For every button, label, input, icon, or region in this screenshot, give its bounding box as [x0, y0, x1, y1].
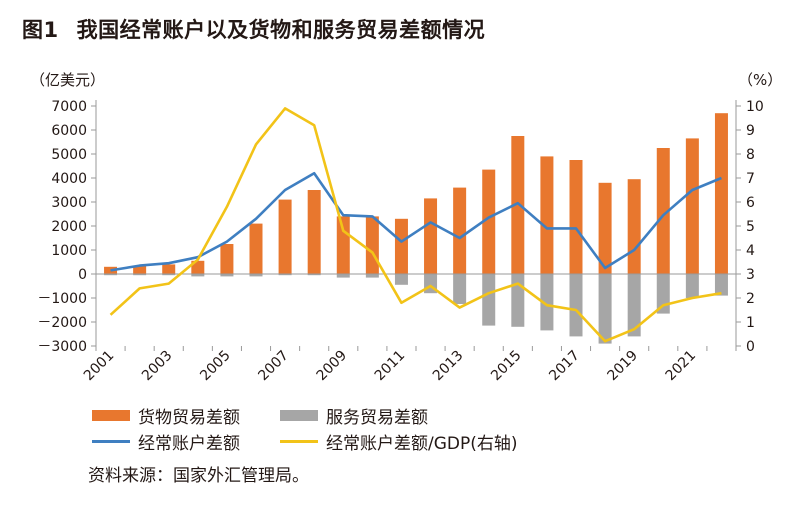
x-tick-label: 2017: [546, 348, 583, 385]
left-axis-unit: （亿美元）: [30, 71, 105, 89]
axes: 7000 6000 5000 4000 3000 2000 1000 0 －1000 －2000 －…: [37, 99, 763, 384]
figure-number: 图1: [22, 18, 59, 42]
services-bar: [569, 274, 583, 337]
goods-bars: [104, 113, 728, 274]
goods-bar: [278, 199, 292, 274]
services-bar: [191, 274, 205, 277]
x-tick-label: 2019: [604, 348, 641, 385]
services-bar: [540, 274, 554, 331]
legend-swatch-services: [280, 410, 318, 421]
goods-bar: [394, 218, 408, 274]
legend-label-current-account: 经常账户差额: [138, 434, 240, 454]
right-tick-label: 2: [746, 291, 755, 307]
right-tick-label: 8: [746, 147, 755, 163]
left-tick-label: 1000: [51, 243, 87, 259]
x-tick-label: 2013: [430, 348, 467, 385]
x-tick-label: 2009: [314, 348, 351, 385]
legend-label-goods: 货物贸易差额: [138, 408, 240, 428]
goods-bar: [220, 244, 234, 274]
services-bar: [104, 274, 118, 276]
left-tick-label: －3000: [37, 339, 87, 355]
goods-bar: [598, 182, 612, 274]
goods-bar: [191, 260, 205, 274]
goods-bar: [569, 160, 583, 274]
x-tick-label: 2003: [139, 348, 176, 385]
goods-bar: [511, 136, 525, 274]
x-tick-label: 2005: [197, 348, 234, 385]
left-tick-label: －1000: [37, 291, 87, 307]
goods-bar: [685, 138, 699, 274]
left-tick-label: 6000: [51, 123, 87, 139]
services-bar: [598, 274, 612, 344]
left-tick-label: 2000: [51, 219, 87, 235]
legend-goods: 货物贸易差额: [92, 403, 240, 428]
figure-title: 图1 我国经常账户以及货物和服务贸易差额情况: [22, 14, 485, 44]
goods-bar: [453, 187, 467, 274]
figure-title-text: 我国经常账户以及货物和服务贸易差额情况: [76, 18, 486, 42]
services-bar: [336, 274, 350, 278]
services-bar: [627, 274, 641, 337]
right-tick-label: 10: [746, 99, 764, 115]
legend-current-account: 经常账户差额: [92, 429, 240, 454]
series-lines: [109, 107, 722, 343]
goods-bar: [627, 179, 641, 274]
right-tick-label: 1: [746, 315, 755, 331]
services-bar: [394, 274, 408, 285]
right-tick-label: 7: [746, 171, 755, 187]
legend-label-ratio: 经常账户差额/GDP(右轴): [326, 434, 518, 454]
goods-bar: [249, 223, 263, 274]
legend-swatch-goods: [92, 410, 130, 421]
services-bar: [133, 274, 147, 276]
right-tick-label: 9: [746, 123, 755, 139]
goods-bar: [365, 216, 379, 274]
legend-services: 服务贸易差额: [280, 403, 428, 428]
left-tick-label: 3000: [51, 195, 87, 211]
services-bar: [482, 274, 496, 326]
services-bar: [511, 274, 525, 327]
right-tick-label: 6: [746, 195, 755, 211]
left-tick-label: 5000: [51, 147, 87, 163]
services-bar: [249, 274, 263, 277]
current-account-line: [110, 171, 722, 272]
services-bar: [307, 274, 321, 276]
goods-bar: [424, 198, 438, 274]
services-bar: [162, 274, 176, 276]
ratio-line: [109, 107, 722, 343]
left-tick-label: －2000: [37, 315, 87, 331]
goods-bar: [540, 156, 554, 274]
services-bar: [365, 274, 379, 278]
legend-swatch-current-account: [92, 440, 130, 443]
right-axis-unit: （%）: [738, 71, 782, 89]
x-tick-label: 2021: [663, 348, 700, 385]
left-tick-label: 7000: [51, 99, 87, 115]
legend-label-services: 服务贸易差额: [326, 408, 428, 428]
right-tick-label: 5: [746, 219, 755, 235]
goods-bar: [482, 169, 496, 274]
goods-bar: [133, 265, 147, 274]
goods-bar: [656, 148, 670, 274]
legend-swatch-ratio: [280, 440, 318, 443]
goods-bar: [162, 264, 176, 274]
services-bars: [104, 274, 728, 344]
legend-ratio: 经常账户差额/GDP(右轴): [280, 429, 518, 454]
goods-bar: [336, 216, 350, 274]
source-note: 资料来源：国家外汇管理局。: [88, 466, 309, 486]
right-tick-label: 0: [746, 339, 755, 355]
services-bar: [714, 274, 728, 296]
services-bar: [278, 274, 292, 276]
x-tick-label: 2007: [255, 348, 292, 385]
right-tick-label: 4: [746, 243, 755, 259]
left-tick-label: 4000: [51, 171, 87, 187]
x-tick-label: 2015: [488, 348, 525, 385]
x-tick-label: 2011: [372, 348, 409, 385]
services-bar: [453, 274, 467, 304]
goods-bar: [307, 190, 321, 274]
services-bar: [220, 274, 234, 277]
left-tick-label: 0: [78, 267, 87, 283]
goods-bar: [714, 113, 728, 274]
right-tick-label: 3: [746, 267, 755, 283]
services-bar: [685, 274, 699, 298]
